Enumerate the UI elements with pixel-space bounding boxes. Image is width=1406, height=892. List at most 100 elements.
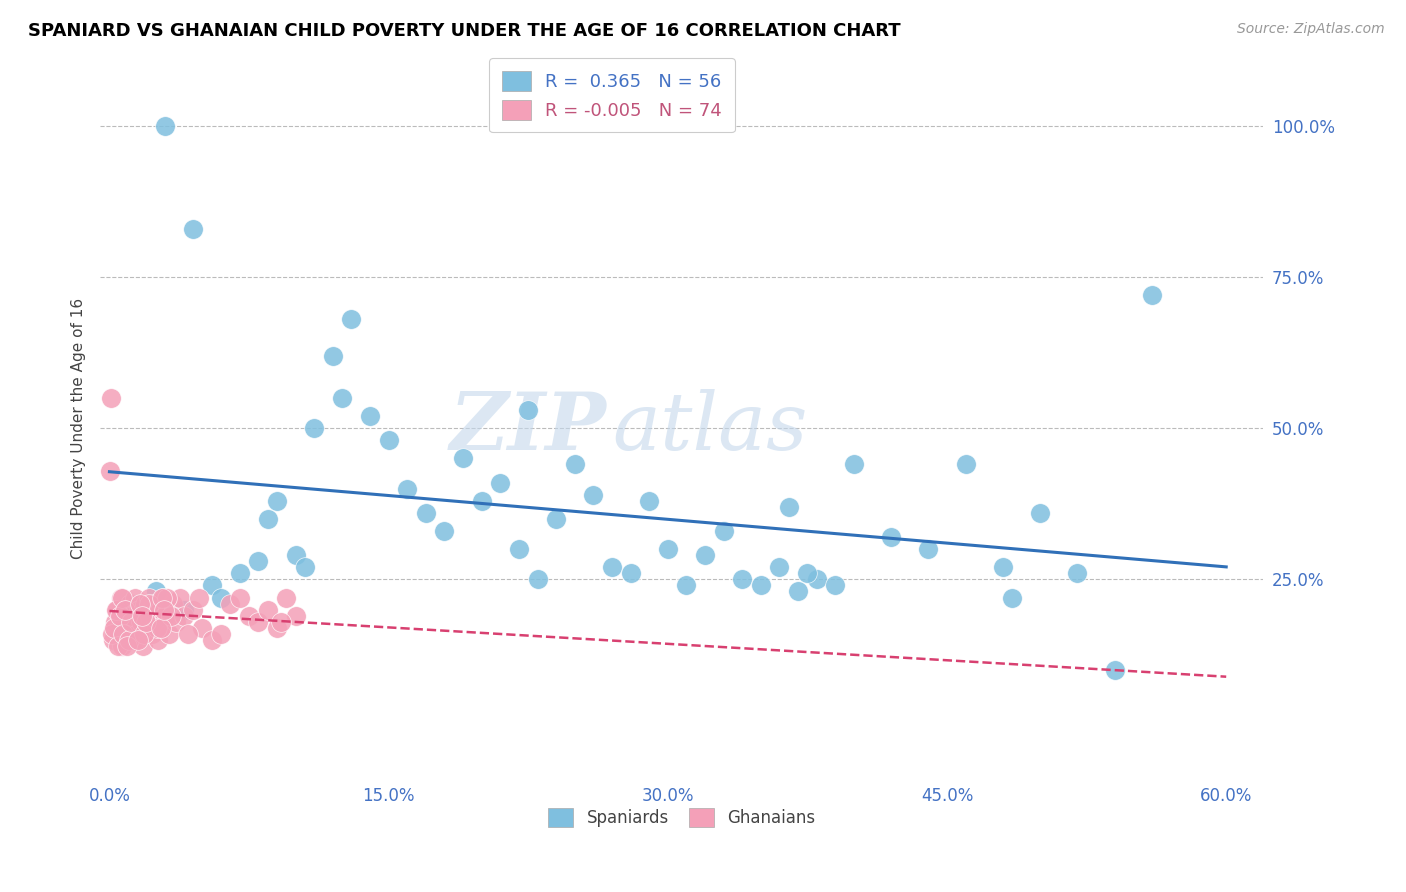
Point	[138, 597, 160, 611]
Point	[991, 560, 1014, 574]
Point	[145, 615, 167, 629]
Point	[396, 482, 419, 496]
Point	[1066, 566, 1088, 581]
Point	[162, 597, 184, 611]
Point	[118, 597, 141, 611]
Point	[546, 512, 568, 526]
Point	[433, 524, 456, 538]
Point	[181, 221, 204, 235]
Point	[121, 597, 143, 611]
Point	[134, 597, 156, 611]
Point	[955, 458, 977, 472]
Point	[160, 608, 183, 623]
Point	[146, 632, 169, 647]
Point	[110, 591, 132, 605]
Point	[165, 615, 187, 629]
Point	[138, 591, 160, 605]
Point	[149, 602, 172, 616]
Point	[731, 573, 754, 587]
Point	[127, 627, 149, 641]
Point	[191, 621, 214, 635]
Point	[129, 597, 152, 611]
Point	[131, 608, 153, 623]
Point	[114, 602, 136, 616]
Point	[135, 615, 157, 629]
Point	[110, 591, 132, 605]
Point	[128, 602, 150, 616]
Point	[115, 602, 138, 616]
Point	[517, 403, 540, 417]
Point	[157, 627, 180, 641]
Point	[118, 632, 141, 647]
Point	[294, 560, 316, 574]
Point	[489, 475, 512, 490]
Point	[1140, 288, 1163, 302]
Point	[176, 627, 198, 641]
Point	[1001, 591, 1024, 605]
Point	[117, 621, 139, 635]
Point	[266, 621, 288, 635]
Point	[132, 627, 155, 641]
Point	[1029, 506, 1052, 520]
Point	[256, 602, 278, 616]
Point	[121, 608, 143, 623]
Point	[806, 573, 828, 587]
Point	[156, 591, 179, 605]
Point	[330, 391, 353, 405]
Point	[880, 530, 903, 544]
Point	[824, 578, 846, 592]
Point	[638, 493, 661, 508]
Point	[451, 451, 474, 466]
Point	[155, 119, 177, 133]
Point	[98, 463, 121, 477]
Point	[322, 349, 344, 363]
Point	[155, 608, 177, 623]
Text: SPANIARD VS GHANAIAN CHILD POVERTY UNDER THE AGE OF 16 CORRELATION CHART: SPANIARD VS GHANAIAN CHILD POVERTY UNDER…	[28, 22, 901, 40]
Point	[842, 458, 865, 472]
Point	[229, 591, 252, 605]
Point	[526, 573, 548, 587]
Point	[152, 591, 174, 605]
Point	[564, 458, 586, 472]
Legend: Spaniards, Ghanaians: Spaniards, Ghanaians	[541, 802, 823, 834]
Point	[209, 627, 232, 641]
Point	[150, 621, 173, 635]
Point	[787, 584, 810, 599]
Point	[181, 602, 204, 616]
Point	[284, 608, 307, 623]
Point	[108, 608, 131, 623]
Point	[115, 639, 138, 653]
Point	[135, 621, 157, 635]
Point	[276, 591, 298, 605]
Point	[122, 632, 145, 647]
Point	[620, 566, 643, 581]
Point	[112, 615, 135, 629]
Point	[247, 554, 270, 568]
Point	[201, 578, 224, 592]
Point	[749, 578, 772, 592]
Point	[103, 621, 125, 635]
Point	[582, 488, 605, 502]
Point	[169, 591, 191, 605]
Point	[471, 493, 494, 508]
Point	[415, 506, 437, 520]
Point	[508, 542, 530, 557]
Point	[693, 548, 716, 562]
Point	[107, 627, 129, 641]
Point	[247, 615, 270, 629]
Point	[256, 512, 278, 526]
Point	[229, 566, 252, 581]
Point	[359, 409, 381, 423]
Point	[377, 434, 399, 448]
Text: Source: ZipAtlas.com: Source: ZipAtlas.com	[1237, 22, 1385, 37]
Point	[152, 591, 174, 605]
Point	[132, 639, 155, 653]
Point	[600, 560, 623, 574]
Point	[713, 524, 735, 538]
Point	[101, 627, 124, 641]
Point	[104, 615, 127, 629]
Point	[173, 608, 195, 623]
Point	[129, 615, 152, 629]
Point	[173, 602, 195, 616]
Point	[104, 602, 127, 616]
